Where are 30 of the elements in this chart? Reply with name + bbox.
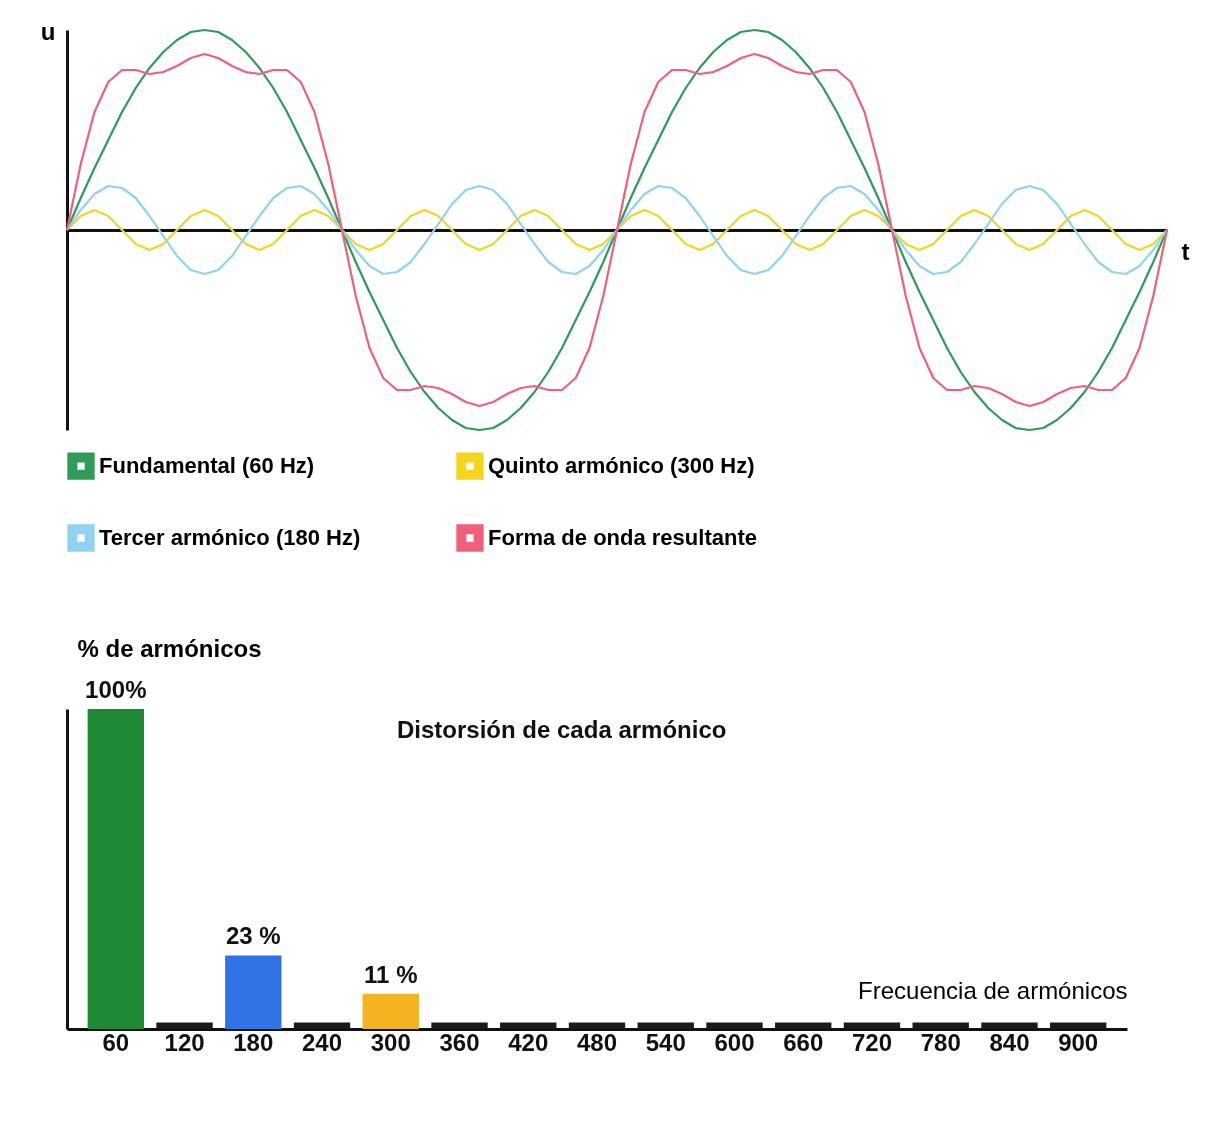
x-tick-label: 300 [370,1028,411,1056]
x-tick-label: 900 [1058,1028,1099,1056]
data-label: 23 % [225,922,281,950]
x-tick-label: 480 [576,1028,618,1056]
x-tick-label: 720 [851,1028,892,1056]
data-label: 100% [85,676,147,703]
x-tick-label: 420 [508,1028,549,1056]
x-tick-label: 60 [102,1028,130,1056]
x-tick-label: 120 [164,1028,205,1056]
y-axis-title: u [40,17,56,45]
legend-label: Fundamental (60 Hz) [99,453,315,479]
x-axis-title: Frecuencia de armónicos [858,976,1128,1004]
x-tick-label: 660 [783,1028,824,1056]
x-axis-title: t [1181,237,1190,265]
y-axis-title: % de armónicos [77,634,262,662]
x-tick-label: 240 [302,1028,343,1056]
legend-label: Tercer armónico (180 Hz) [99,525,361,550]
bar [362,993,419,1029]
x-tick-label: 840 [989,1028,1030,1056]
x-tick-label: 780 [920,1028,961,1056]
legend-label: Quinto armónico (300 Hz) [488,453,755,479]
data-label: 11 % [364,960,418,988]
x-tick-label: 540 [645,1028,686,1056]
legend-label: Forma de onda resultante [488,525,757,550]
x-tick-label: 360 [439,1028,480,1056]
bar [87,709,144,1029]
x-tick-label: 180 [233,1028,274,1056]
annotation: Distorsión de cada armónico [397,716,727,743]
x-tick-label: 600 [714,1028,755,1056]
bar [225,955,282,1029]
